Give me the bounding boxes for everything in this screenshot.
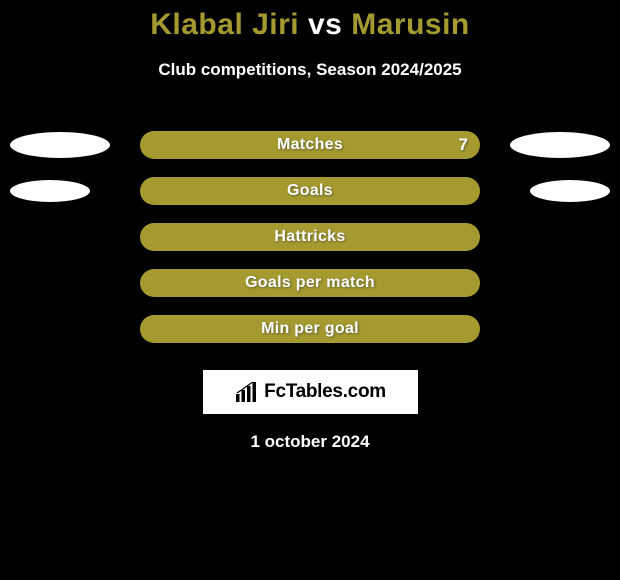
stat-bar: Hattricks [140, 223, 480, 251]
right-ellipse [530, 180, 610, 202]
stat-row: Matches 7 [0, 122, 620, 168]
main-container: Klabal Jiri vs Marusin Club competitions… [0, 0, 620, 452]
vs-text: vs [308, 8, 342, 41]
stat-label: Min per goal [261, 320, 359, 338]
stats-section: Matches 7 Goals Hattricks Goals per match Min… [0, 122, 620, 352]
date-text: 1 october 2024 [0, 432, 620, 452]
chart-icon [234, 382, 260, 402]
logo-text: FcTables.com [264, 381, 386, 403]
stat-bar: Goals [140, 177, 480, 205]
stat-row: Goals per match [0, 260, 620, 306]
player-a-name: Klabal Jiri [150, 8, 299, 41]
player-b-name: Marusin [351, 8, 470, 41]
stat-bar: Min per goal [140, 315, 480, 343]
stat-row: Hattricks [0, 214, 620, 260]
left-ellipse [10, 180, 90, 202]
stat-row: Goals [0, 168, 620, 214]
page-title: Klabal Jiri vs Marusin [0, 8, 620, 42]
left-ellipse [10, 132, 110, 158]
stat-bar: Matches 7 [140, 131, 480, 159]
right-ellipse [510, 132, 610, 158]
stat-label: Goals [287, 182, 333, 200]
stat-label: Matches [277, 136, 343, 154]
stat-bar: Goals per match [140, 269, 480, 297]
stat-row: Min per goal [0, 306, 620, 352]
stat-label: Goals per match [245, 274, 375, 292]
fctables-logo: FcTables.com [203, 370, 418, 414]
stat-label: Hattricks [274, 228, 345, 246]
subtitle-text: Club competitions, Season 2024/2025 [0, 60, 620, 80]
stat-value: 7 [459, 135, 468, 155]
